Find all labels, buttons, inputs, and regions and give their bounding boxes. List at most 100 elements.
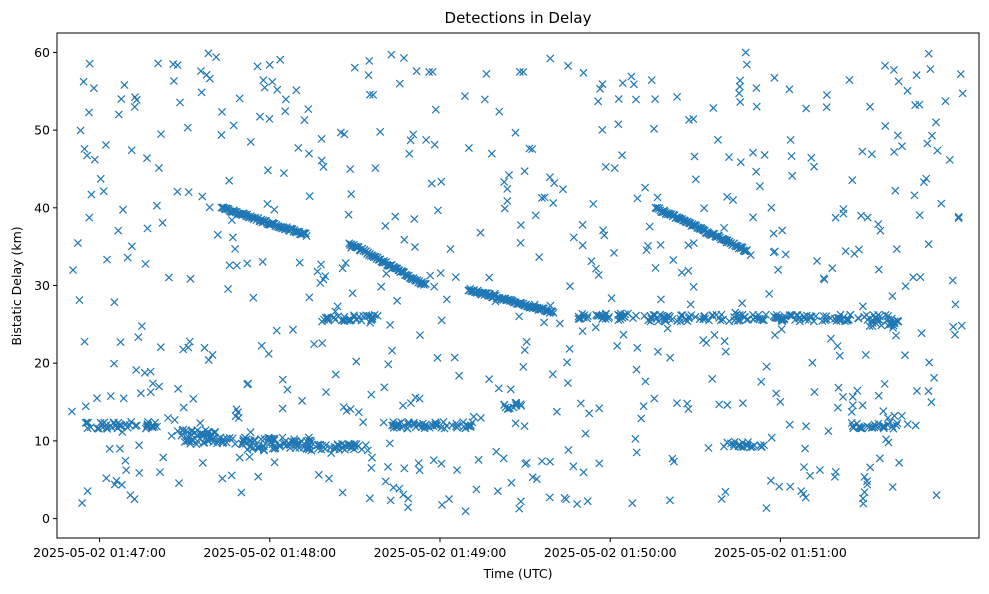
data-point [224,284,233,294]
data-point [163,413,173,422]
data-point [380,383,389,392]
data-point [578,241,587,250]
data-point [391,212,400,221]
data-point [770,73,779,82]
data-point [175,98,185,107]
data-point [867,150,876,159]
y-axis-ticks: 0 10 20 30 40 50 60 [34,45,57,526]
data-point [349,311,359,320]
data-point [232,261,241,270]
data-point [619,330,628,339]
data-point [254,472,263,481]
data-point [850,249,859,258]
data-point [304,105,313,114]
data-point [461,507,470,516]
data-point [249,293,258,302]
data-point [499,454,508,463]
data-point [75,296,84,305]
data-point [135,441,144,450]
data-point [196,67,205,76]
data-point [409,418,418,427]
data-point [170,415,179,424]
data-point [752,84,761,93]
data-point [872,319,881,328]
data-point [848,176,857,185]
data-point [598,80,607,89]
data-point [298,396,307,405]
data-point [924,49,933,58]
data-point [770,331,779,340]
data-point [818,316,827,325]
data-point [433,421,442,430]
data-point [639,402,648,411]
data-point [912,71,921,80]
data-point [431,420,440,429]
data-point [237,439,246,448]
data-point [371,164,380,173]
data-point [540,193,549,202]
data-point [369,90,378,99]
data-point [599,226,608,235]
data-point [81,402,90,411]
data-point [573,499,582,509]
data-point [495,107,504,116]
data-point [769,229,778,238]
data-point [118,205,128,214]
data-point [404,494,413,503]
x-tick-label: 2025-05-02 01:47:00 [33,545,166,560]
data-point [142,423,151,432]
data-point [245,452,254,461]
data-point [594,270,603,280]
data-point [121,456,130,465]
data-point [265,114,274,123]
data-point [591,323,600,332]
data-point [501,403,510,412]
data-point [631,434,640,443]
data-point [442,295,451,304]
data-point [684,266,693,275]
data-point [880,379,889,388]
data-point [820,275,829,284]
data-point [342,406,351,415]
data-point [102,420,111,430]
y-tick-label: 60 [34,45,50,60]
data-point [259,442,268,451]
data-point [924,387,933,396]
data-point [503,184,512,193]
data-point [736,158,745,167]
data-point [399,490,408,499]
data-point [500,177,509,187]
data-point [67,407,76,416]
data-point [888,323,898,332]
data-point [143,224,152,233]
data-point [158,218,167,227]
data-point [202,70,211,79]
data-point [807,312,816,321]
data-point [883,421,892,430]
data-point [136,389,145,398]
data-point [890,411,899,420]
data-point [132,365,141,375]
data-point [828,264,837,273]
data-point [545,173,554,182]
data-point [954,214,963,223]
data-point [102,255,112,264]
data-point [80,144,89,153]
data-point [785,420,794,429]
data-point [720,337,729,346]
data-point [154,59,163,68]
data-point [373,311,382,320]
data-point [393,420,402,429]
data-point [78,498,87,508]
data-point [812,256,822,266]
data-point [925,358,934,367]
data-point [600,312,609,321]
data-point [79,77,88,86]
data-point [891,331,901,340]
data-point [601,162,610,171]
data-point [826,334,835,343]
data-point [268,444,277,453]
data-point [645,222,654,231]
data-point [892,245,901,254]
data-point [762,362,771,371]
